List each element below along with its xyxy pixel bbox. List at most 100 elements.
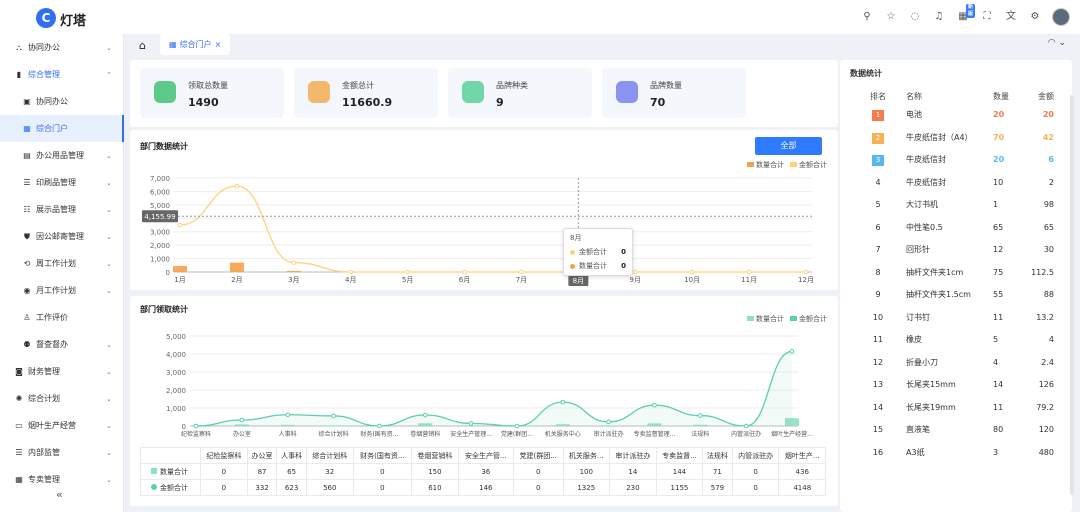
sidebar-item[interactable]: ▣ 协同办公 (0, 88, 124, 115)
sidebar-item[interactable]: ▤ 办公用品管理 ⌄ (0, 142, 124, 169)
data-point (377, 423, 382, 429)
legend-item-amount[interactable]: 金额合计 (790, 160, 827, 170)
sidebar-item[interactable]: ☰ 印刷品管理 ⌄ (0, 169, 124, 196)
sidebar-item[interactable]: ⛬ 协同办公 ⌄ (0, 34, 124, 61)
table-cell: 65 (276, 463, 307, 480)
sidebar-item[interactable]: ◙ 财务管理 ⌄ (0, 358, 124, 385)
data-point (743, 423, 749, 429)
sidebar-item[interactable]: ⚉ 督查督办 ⌄ (0, 331, 124, 358)
apps-icon[interactable]: ▦ 新版 (958, 4, 976, 22)
ranking-row[interactable]: 6 中性笔0.5 65 65 (840, 217, 1072, 239)
item-amount: 42 (1042, 132, 1054, 142)
sidebar-item[interactable]: ▮ 综合管理 ⌃ (0, 61, 124, 88)
sidebar-item[interactable]: ▦ 综合门户 (0, 115, 124, 142)
ranking-row[interactable]: 2 牛皮纸信封（A4） 70 42 (840, 127, 1072, 149)
x-tick-label: 内管派驻办 (731, 430, 761, 438)
tooltip-dot (570, 249, 575, 255)
tab-portal[interactable]: ▦ 综合门户 × (160, 34, 230, 55)
ranking-row[interactable]: 3 牛皮纸信封 20 6 (840, 149, 1072, 171)
ranking-row[interactable]: 7 回形针 12 30 (840, 239, 1072, 261)
fullscreen-icon[interactable]: ⛶ (983, 11, 991, 22)
data-point (652, 402, 657, 408)
item-amount: 65 (1043, 222, 1054, 232)
ranking-row[interactable]: 10 订书钉 11 13.2 (840, 307, 1072, 329)
ranking-row[interactable]: 16 A3纸 3 480 (840, 442, 1072, 464)
ranking-row[interactable]: 11 橡皮 5 4 (840, 329, 1072, 351)
x-tick-label: 1月 (174, 276, 185, 284)
table-cell: 0 (731, 463, 780, 480)
settings-icon[interactable]: ⚙ (1030, 11, 1040, 22)
tab-tools[interactable]: ◠ ⌄ (1047, 38, 1066, 48)
bar (464, 425, 479, 427)
dept-receive-chart: 0 1,000 2,000 3,000 4,000 5,000 纪检监察科 办公室 人事科 综合计… (166, 333, 813, 438)
ranking-row[interactable]: 4 牛皮纸信封 10 2 (840, 172, 1072, 194)
ranking-row[interactable]: 13 长尾夹15mm 14 126 (840, 374, 1072, 396)
sidebar-item[interactable]: ♙ 工作评价 (0, 304, 124, 331)
grid-icon: ▦ (169, 40, 177, 49)
legend-item-qty[interactable]: 数量合计 (747, 160, 784, 170)
bar (555, 424, 570, 426)
sidebar-item[interactable]: ▦ 专卖管理 ⌄ (0, 466, 124, 493)
legend-item-amount[interactable]: 金额合计 (790, 314, 827, 324)
search-icon[interactable]: ⚲ (863, 11, 871, 22)
ranking-row[interactable]: 1 电池 20 20 (840, 104, 1072, 126)
ranking-row[interactable]: 14 长尾夹19mm 11 79.2 (840, 397, 1072, 419)
item-qty: 11 (993, 312, 1004, 322)
collapse-sidebar-icon[interactable]: « (56, 488, 63, 501)
legend-item-qty[interactable]: 数量合计 (747, 314, 784, 324)
y-tick-label: 5,000 (166, 333, 186, 341)
stat-card: 金额总计 11660.9 (294, 68, 438, 118)
scrollbar[interactable] (1070, 95, 1074, 495)
x-tick-label: 审计派驻办 (594, 430, 624, 438)
item-qty: 55 (993, 290, 1004, 299)
app-name: 灯塔 (60, 14, 87, 29)
ranking-row[interactable]: 12 折叠小刀 4 2.4 (840, 352, 1072, 374)
bell-icon[interactable]: ♫ (934, 11, 944, 22)
top-bar: C 灯塔 ⚲ ☆ ◌ ♫ ▦ 新版 ⛶ 文 ⚙ (0, 0, 1080, 34)
home-icon[interactable]: ⌂ (139, 39, 146, 52)
sidebar-item[interactable]: ▭ 烟叶生产经营 ⌄ (0, 412, 124, 439)
item-amount: 13.2 (1036, 312, 1054, 322)
doc-icon: ▣ (23, 97, 31, 106)
chevron-icon: ⌃ (106, 70, 112, 79)
dept-stats-title: 部门数据统计 (140, 142, 188, 151)
tooltip-dot (570, 263, 575, 269)
y-tick-label: 0 (166, 269, 170, 277)
data-point (468, 421, 474, 426)
data-point (239, 417, 245, 423)
star-icon[interactable]: ☆ (886, 11, 896, 22)
ranking-row[interactable]: 5 大订书机 1 98 (840, 194, 1072, 216)
translate-icon[interactable]: 文 (1006, 11, 1016, 22)
table-row-label: 金额合计 (140, 479, 201, 496)
table-row: 数量合计 0 87 65 32 0 150 36 0 100 14 144 71 0 436 (140, 463, 826, 480)
avatar[interactable] (1052, 8, 1070, 26)
sidebar-item[interactable]: ☰ 内部监管 ⌄ (0, 439, 124, 466)
y-tick-label: 3,000 (166, 369, 186, 377)
stat-value: 11660.9 (342, 96, 393, 109)
sidebar-item[interactable]: ⟲ 周工作计划 ⌄ (0, 250, 124, 277)
sidebar-item[interactable]: ⛊ 因公邮寄管理 ⌄ (0, 223, 124, 250)
table-header-cell: 综合计划科 (305, 447, 354, 464)
ranking-row[interactable]: 9 抽杆文件夹1.5cm 55 88 (840, 284, 1072, 306)
all-button[interactable]: 全部 (755, 137, 822, 155)
item-qty: 70 (993, 132, 1005, 142)
bar (647, 423, 662, 426)
table-cell: 436 (778, 463, 826, 480)
item-amount: 88 (1043, 290, 1054, 299)
data-point (331, 413, 336, 419)
x-tick-label: 12月 (798, 276, 814, 284)
close-icon[interactable]: × (214, 40, 222, 49)
ranking-row[interactable]: 8 抽杆文件夹1cm 75 112.5 (840, 262, 1072, 284)
sidebar-item[interactable]: ◉ 月工作计划 ⌄ (0, 277, 124, 304)
table-cell: 332 (246, 479, 278, 496)
ranking-row[interactable]: 15 直液笔 80 120 (840, 419, 1072, 441)
table-cell: 36 (457, 463, 514, 480)
sidebar-item[interactable]: ☷ 展示品管理 ⌄ (0, 196, 124, 223)
sun-icon: ✺ (15, 394, 23, 403)
data-point (698, 413, 703, 418)
x-tick-label: 纪检监察科 (181, 430, 211, 438)
sidebar-item[interactable]: ✺ 综合计划 ⌄ (0, 385, 124, 412)
rank-number: 13 (872, 380, 884, 389)
chat-icon[interactable]: ◌ (910, 11, 920, 22)
y-tick-label: 3,000 (150, 229, 170, 237)
